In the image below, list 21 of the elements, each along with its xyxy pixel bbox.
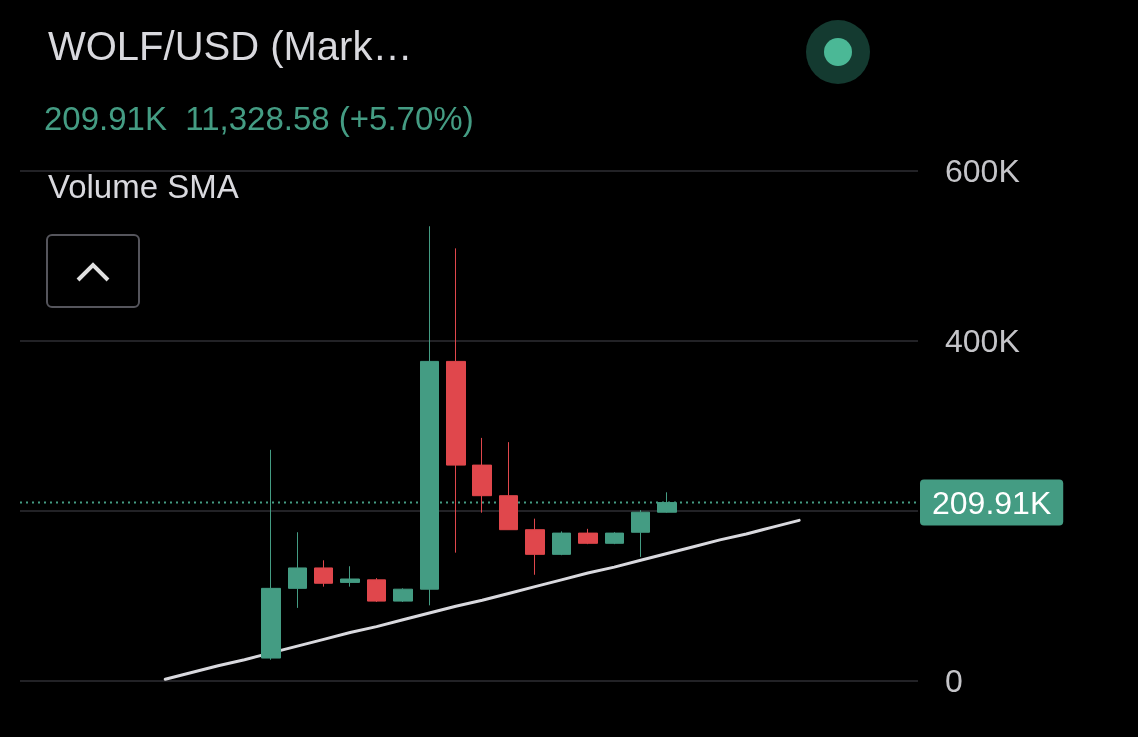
candlestick [393, 587, 413, 603]
candlestick [314, 559, 333, 588]
line-series [163, 518, 801, 681]
candlestick [525, 518, 545, 576]
y-tick-label: 0 [945, 663, 963, 699]
annotation: Volume SMA [48, 168, 239, 206]
candlestick [631, 509, 650, 558]
candlestick [605, 531, 624, 545]
candlestick [578, 528, 598, 545]
ref-line-label: 209.91K [932, 484, 1052, 521]
candlestick [552, 530, 571, 556]
chart-title: WOLF/USD (Mark… [48, 24, 413, 69]
candlestick [472, 437, 492, 514]
candlestick [288, 531, 307, 609]
y-tick-label: 600K [945, 153, 1020, 189]
candlestick [340, 565, 360, 588]
candlestick [446, 247, 466, 554]
candlestick [499, 441, 518, 531]
candlestick [367, 577, 386, 603]
chart-subtitle: 209.91K 11,328.58 (+5.70%) [44, 100, 474, 138]
y-tick-label: 400K [945, 323, 1020, 359]
